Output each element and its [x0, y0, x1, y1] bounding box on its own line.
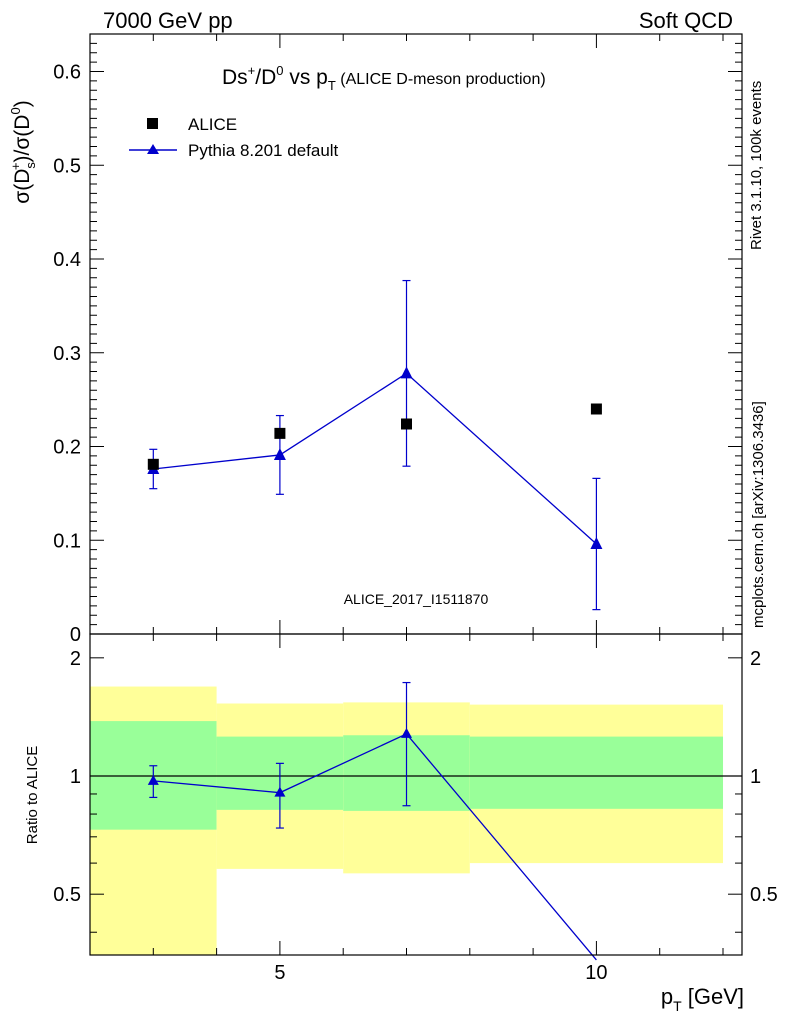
x-tick-label: 10	[585, 962, 607, 984]
pythia-line	[153, 372, 597, 545]
pythia-point	[273, 447, 286, 460]
x-axis-label: pT [GeV]	[661, 984, 744, 1014]
xlabel-sub: T	[673, 998, 682, 1014]
main-y-label: σ(Ds+)/σ(D0)	[8, 100, 38, 203]
ratio-series	[147, 681, 597, 961]
ratio-mc-point	[274, 786, 286, 797]
title-sub: T	[328, 78, 336, 93]
category-label: Soft QCD	[639, 8, 733, 33]
mcplots-label: mcplots.cern.ch [arXiv:1306.3436]	[750, 401, 767, 628]
ratio-mc-point	[147, 774, 159, 785]
ratio-y-tick-label-right: 1	[750, 766, 761, 788]
main-y-tick-label: 0	[70, 624, 81, 646]
ylabel-sup2: 0	[8, 107, 23, 114]
legend-data-label: ALICE	[188, 115, 237, 134]
chart-title: Ds+/D0 vs pT (ALICE D-meson production)	[222, 63, 546, 93]
ylabel-sub: s	[23, 162, 38, 169]
main-y-tick-label: 0.2	[53, 437, 81, 459]
ratio-mc-line	[153, 733, 597, 961]
analysis-watermark: ALICE_2017_I1511870	[344, 591, 489, 607]
main-y-tick-label: 0.1	[53, 530, 81, 552]
ratio-y-label: Ratio to ALICE	[24, 746, 41, 844]
ratio-y-tick-label-left: 2	[70, 648, 81, 670]
title-d: /D	[255, 66, 276, 89]
pythia-point	[590, 537, 603, 549]
ratio-band-inner	[469, 736, 724, 809]
ratio-frame	[89, 633, 743, 956]
ylabel-c: )	[11, 100, 34, 107]
pythia-point	[400, 366, 413, 379]
ratio-bands	[90, 686, 742, 955]
main-y-tick-label: 0.5	[53, 155, 81, 177]
alice-point	[147, 458, 159, 470]
ratio-y-tick-label-right: 2	[750, 648, 761, 670]
ratio-y-tick-label-left: 1	[70, 766, 81, 788]
main-y-tick-label: 0.4	[53, 249, 81, 271]
ratio-y-tick-label-left: 0.5	[53, 884, 81, 906]
energy-label: 7000 GeV pp	[103, 8, 233, 33]
title-ds: Ds	[222, 66, 248, 89]
title-sup: +	[248, 63, 256, 78]
axes: 5 10 0 0.1 0.2 0.3 0.4 0.5 0.6 0.5 0.5 1 1 2 2	[53, 33, 778, 984]
x-tick-label: 5	[274, 962, 285, 984]
legend-data-marker	[147, 118, 158, 129]
xlabel-b: [GeV]	[682, 984, 744, 1009]
ylabel-b: )/σ(D	[11, 115, 34, 163]
ratio-y-tick-label-right: 0.5	[750, 884, 778, 906]
alice-point	[401, 418, 413, 430]
main-y-tick-label: 0.6	[53, 62, 81, 84]
xlabel-a: p	[661, 984, 673, 1009]
alice-point	[590, 403, 602, 415]
ratio-mc-point	[401, 727, 413, 738]
title-sup2: 0	[276, 63, 283, 78]
ylabel-a: σ(D	[11, 169, 34, 204]
main-y-tick-label: 0.3	[53, 343, 81, 365]
title-vs: vs p	[284, 66, 328, 89]
main-series	[147, 279, 603, 611]
ylabel-sup: +	[8, 162, 23, 170]
legend-mc-label: Pythia 8.201 default	[188, 141, 339, 160]
title-paren: (ALICE D-meson production)	[336, 71, 546, 88]
alice-point	[274, 427, 286, 439]
rivet-label: Rivet 3.1.10, 100k events	[748, 81, 765, 250]
legend-mc-marker	[147, 144, 159, 154]
